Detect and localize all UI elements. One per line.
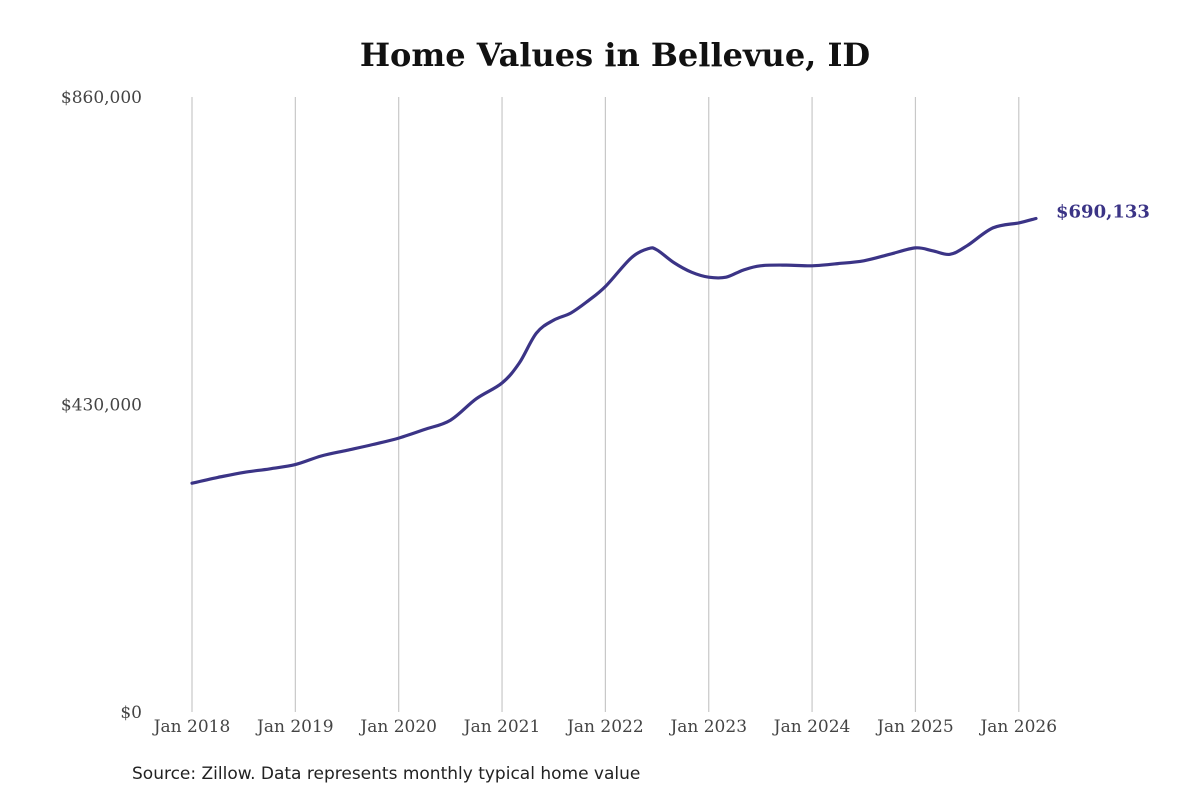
- x-tick-label-1: Jan 2019: [255, 717, 334, 737]
- end-value-label: $690,133: [1056, 201, 1150, 222]
- x-tick-label-7: Jan 2025: [875, 717, 954, 737]
- x-tick-label-3: Jan 2021: [462, 717, 541, 737]
- x-tick-label-0: Jan 2018: [152, 717, 231, 737]
- x-tick-label-8: Jan 2026: [978, 717, 1057, 737]
- y-axis-ticks: $0 $430,000 $860,000: [61, 88, 142, 723]
- x-axis-ticks: Jan 2018 Jan 2019 Jan 2020 Jan 2021 Jan 2022…: [152, 717, 1057, 737]
- x-tick-label-2: Jan 2020: [358, 717, 437, 737]
- chart-title: Home Values in Bellevue, ID: [359, 36, 871, 74]
- y-tick-label-1: $430,000: [61, 396, 142, 416]
- series-layer: $690,133: [190, 201, 1150, 485]
- y-tick-label-2: $860,000: [61, 88, 142, 108]
- series-line-0: [190, 216, 1038, 485]
- grid-lines: [191, 97, 1020, 712]
- x-tick-label-5: Jan 2023: [668, 717, 747, 737]
- y-tick-label-0: $0: [120, 703, 142, 723]
- source-note: Source: Zillow. Data represents monthly …: [132, 764, 641, 784]
- x-tick-label-4: Jan 2022: [565, 717, 644, 737]
- x-tick-label-6: Jan 2024: [772, 717, 851, 737]
